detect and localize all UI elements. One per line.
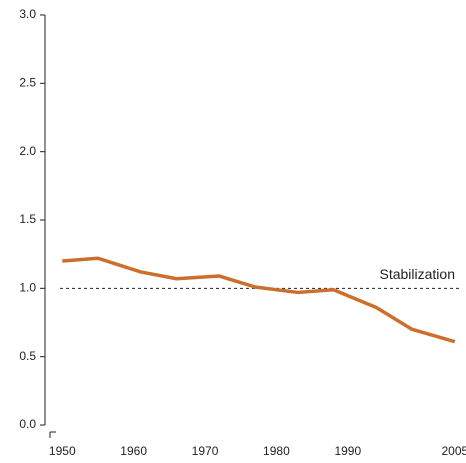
y-tick-label: 0.0 — [19, 417, 36, 431]
x-tick-label: 1990 — [334, 444, 361, 458]
x-tick-label: 1960 — [120, 444, 147, 458]
y-tick-label: 1.0 — [19, 281, 36, 295]
data-line — [62, 256, 456, 344]
y-tick-label: 0.5 — [19, 349, 36, 363]
x-tick-label: 2005 — [442, 444, 466, 458]
y-tick-label: 3.0 — [19, 7, 36, 21]
x-tick-label: 1970 — [192, 444, 219, 458]
x-tick-label: 1980 — [263, 444, 290, 458]
y-tick-label: 2.0 — [19, 144, 36, 158]
reference-label: Stabilization — [380, 266, 456, 282]
y-tick-label: 2.5 — [19, 76, 36, 90]
x-tick-label: 1950 — [49, 444, 76, 458]
y-tick-label: 1.5 — [19, 212, 36, 226]
